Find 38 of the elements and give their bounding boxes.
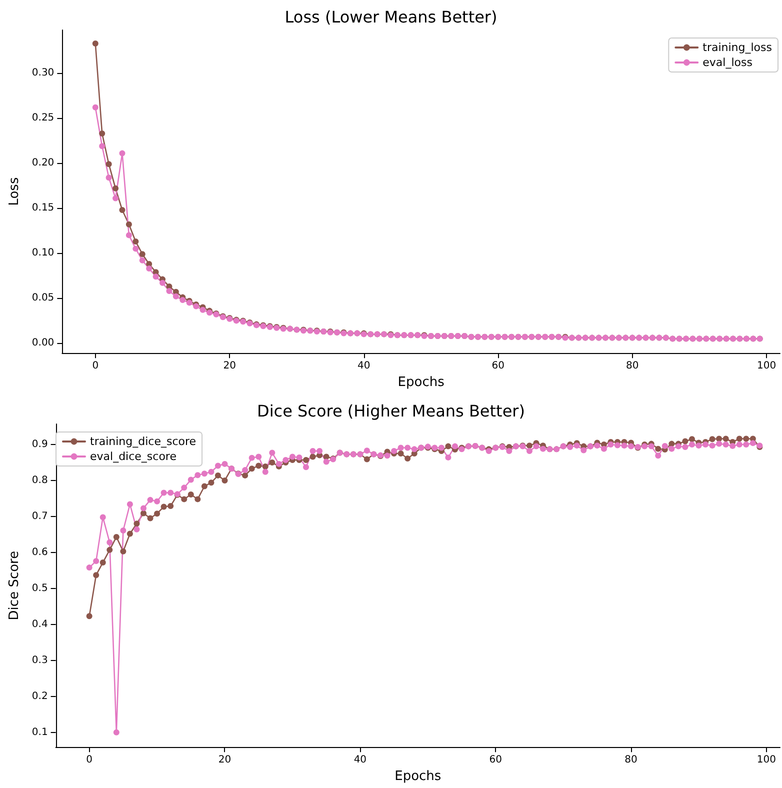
y-tick-label: 0.30 [32,68,54,79]
x-tick-label: 40 [354,754,367,766]
y-tick-label: 0.20 [32,158,54,169]
x-axis-title: Epochs [398,375,445,390]
x-axis-title: Epochs [394,769,442,784]
x-tick-label: 80 [624,754,638,766]
x-tick-label: 0 [86,754,93,766]
x-tick-label: 60 [492,360,504,372]
y-tick-label: 0.2 [32,690,48,702]
y-tick-label: 0.05 [32,292,54,304]
chart-title: Loss (Lower Means Better) [284,8,498,26]
legend-label: training_dice_score [90,435,196,448]
y-axis-title: Loss [7,177,22,206]
y-tick-label: 0.00 [32,338,54,349]
y-tick-label: 0.4 [32,618,48,630]
x-tick-label: 20 [223,360,236,372]
y-tick-label: 0.10 [32,248,54,259]
x-tick-label: 100 [757,360,776,372]
x-tick-label: 60 [489,754,502,766]
legend-label: eval_dice_score [90,450,177,463]
y-tick-label: 0.3 [32,654,48,666]
x-tick-label: 0 [92,360,99,372]
y-tick-label: 0.9 [32,439,48,450]
y-tick-label: 0.8 [32,474,48,486]
x-tick-label: 80 [626,360,639,372]
x-tick-label: 20 [218,754,232,766]
chart-title: Dice Score (Higher Means Better) [257,402,525,420]
y-tick-label: 0.5 [32,582,48,594]
legend-label: training_loss [702,41,772,54]
y-tick-label: 0.6 [32,546,48,558]
legend-label: eval_loss [702,56,753,69]
x-tick-label: 40 [357,360,370,372]
y-axis-title: Dice Score [7,550,22,620]
y-tick-label: 0.25 [32,112,54,124]
y-tick-label: 0.15 [32,202,54,214]
y-tick-label: 0.7 [32,510,48,522]
y-tick-label: 0.1 [32,726,48,738]
x-tick-label: 100 [756,754,776,766]
